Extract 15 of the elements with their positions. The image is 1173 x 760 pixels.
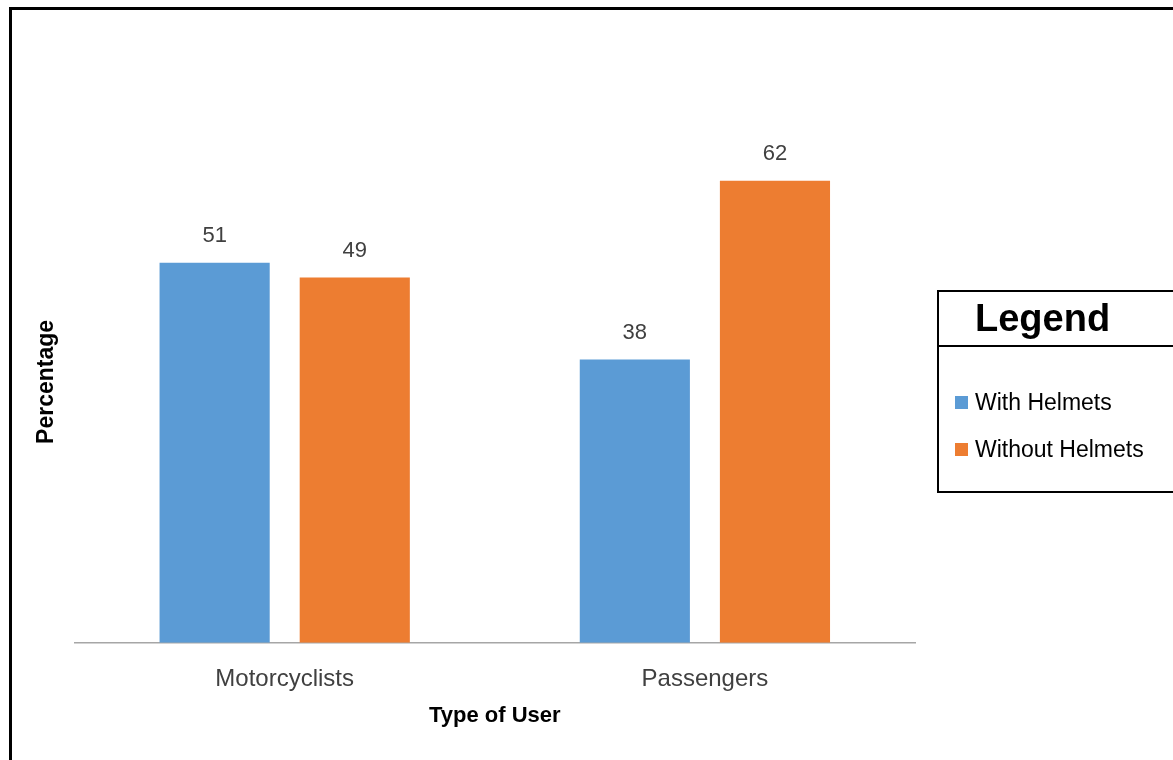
x-tick-label: Motorcyclists	[215, 663, 355, 691]
x-tick-label: Passengers	[641, 663, 769, 691]
legend-title: Legend	[939, 292, 1173, 347]
bar	[299, 277, 410, 643]
y-axis-title: Percentage	[32, 319, 59, 444]
legend-label: Without Helmets	[975, 436, 1144, 463]
bar	[159, 262, 270, 643]
bar	[719, 180, 831, 643]
data-label: 38	[622, 318, 648, 344]
data-label: 62	[762, 139, 788, 165]
x-axis-title: Type of User	[428, 701, 562, 727]
bar	[579, 359, 690, 643]
data-label: 49	[342, 236, 368, 262]
legend-label: With Helmets	[975, 389, 1112, 416]
data-label: 51	[202, 221, 227, 247]
